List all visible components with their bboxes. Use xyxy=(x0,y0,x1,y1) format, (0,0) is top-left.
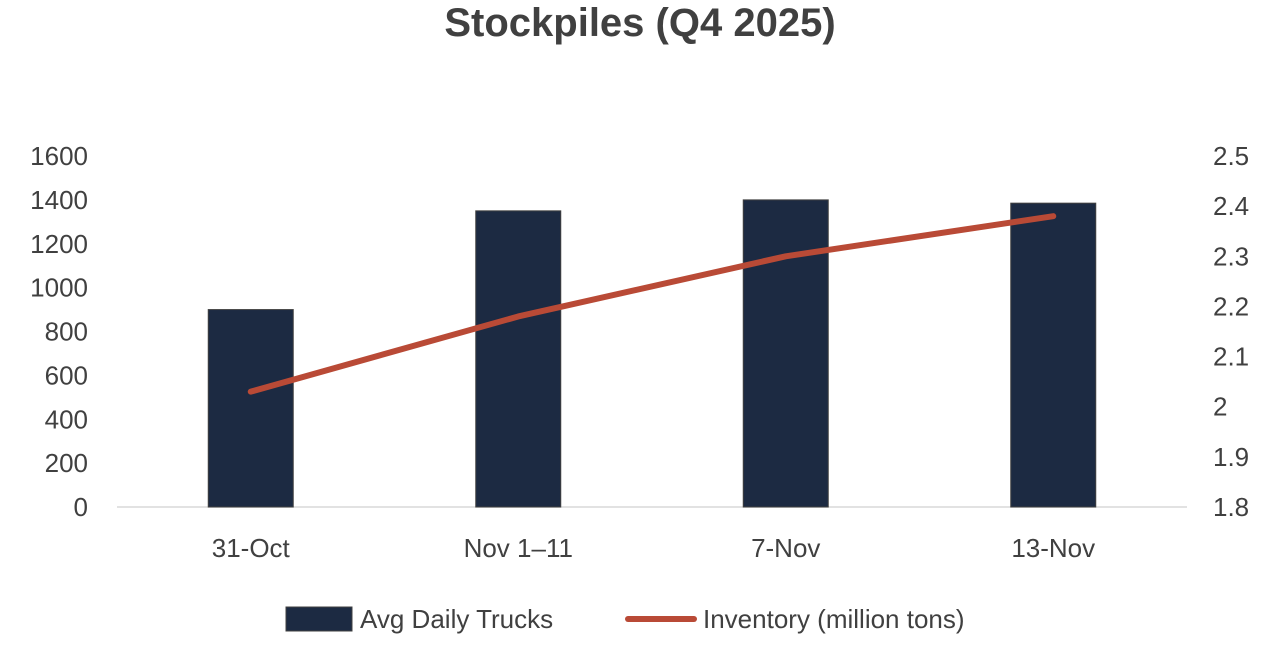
bar xyxy=(1010,202,1097,508)
x-tick-label: 31-Oct xyxy=(212,533,291,563)
x-axis-ticks: 31-Oct Nov 1–11 7-Nov 13-Nov xyxy=(212,533,1095,563)
left-tick-label: 600 xyxy=(45,360,88,390)
right-tick-label: 2 xyxy=(1213,392,1227,422)
bar xyxy=(742,199,829,508)
right-tick-label: 1.9 xyxy=(1213,442,1249,472)
right-tick-label: 2.4 xyxy=(1213,191,1249,221)
x-tick-label: 13-Nov xyxy=(1011,533,1095,563)
right-tick-label: 2.2 xyxy=(1213,291,1249,321)
right-tick-label: 1.8 xyxy=(1213,492,1249,522)
chart-title: Stockpiles (Q4 2025) xyxy=(444,1,835,45)
right-axis-ticks: 1.8 1.9 2 2.1 2.2 2.3 2.4 2.5 xyxy=(1213,141,1249,522)
left-tick-label: 1200 xyxy=(30,229,88,259)
bar-series xyxy=(207,199,1097,508)
left-axis-ticks: 0 200 400 600 800 1000 1200 1400 1600 xyxy=(30,141,88,522)
legend-label-line: Inventory (million tons) xyxy=(703,604,965,634)
bar xyxy=(207,309,294,508)
x-tick-label: Nov 1–11 xyxy=(464,533,573,563)
left-tick-label: 400 xyxy=(45,404,88,434)
right-tick-label: 2.5 xyxy=(1213,141,1249,171)
right-tick-label: 2.1 xyxy=(1213,342,1249,372)
left-tick-label: 1600 xyxy=(30,141,88,171)
left-tick-label: 800 xyxy=(45,317,88,347)
left-tick-label: 0 xyxy=(74,492,88,522)
left-tick-label: 200 xyxy=(45,448,88,478)
left-tick-label: 1400 xyxy=(30,185,88,215)
legend-label-bar: Avg Daily Trucks xyxy=(360,604,553,634)
left-tick-label: 1000 xyxy=(30,273,88,303)
x-tick-label: 7-Nov xyxy=(751,533,820,563)
bar xyxy=(475,210,562,508)
inventory-line xyxy=(247,213,1057,395)
legend: Avg Daily Trucks Inventory (million tons… xyxy=(285,604,965,634)
legend-swatch-bar xyxy=(285,606,353,632)
right-tick-label: 2.3 xyxy=(1213,241,1249,271)
line-series xyxy=(247,213,1057,395)
